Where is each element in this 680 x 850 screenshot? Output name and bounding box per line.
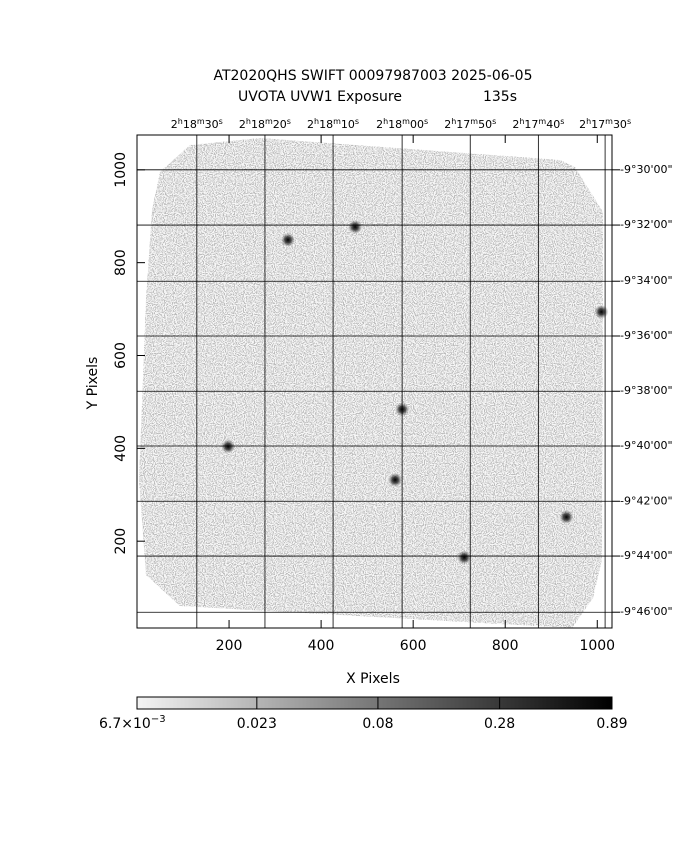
- y-axis-label: Y Pixels: [85, 357, 101, 411]
- ra-label-part: 18: [183, 118, 197, 131]
- dec-tick-label: -9°32'00": [620, 218, 673, 231]
- x-tick-label: 400: [308, 638, 335, 654]
- ra-label-part: s: [355, 117, 359, 126]
- ra-tick-label: 2h17m30s: [579, 117, 631, 132]
- ra-label-part: m: [402, 117, 410, 126]
- ra-label-part: s: [219, 117, 223, 126]
- ra-label-part: m: [470, 117, 478, 126]
- y-tick-label: 1000: [113, 152, 129, 188]
- ra-label-part: m: [333, 117, 341, 126]
- dec-tick-label: -9°30'00": [620, 163, 673, 176]
- ra-label-part: h: [178, 117, 183, 126]
- dec-tick-label: -9°38'00": [620, 384, 673, 397]
- ra-label-part: 2: [376, 118, 383, 131]
- ra-label-part: 30: [205, 118, 219, 131]
- ra-label-part: h: [451, 117, 456, 126]
- dec-tick-label: -9°44'00": [620, 549, 673, 562]
- x-axis-label: X Pixels: [346, 671, 400, 687]
- dec-tick-label: -9°34'00": [620, 274, 673, 287]
- chart-subtitle: UVOTA UVW1 Exposure: [238, 89, 402, 105]
- colorbar-tick-label: 0.89: [596, 716, 627, 732]
- ra-label-part: 2: [444, 118, 451, 131]
- ra-label-part: s: [287, 117, 291, 126]
- image-field: [139, 138, 603, 628]
- ra-label-part: m: [265, 117, 273, 126]
- ra-tick-label: 2h17m50s: [444, 117, 496, 132]
- source: [594, 304, 609, 319]
- ra-label-part: 17: [456, 118, 470, 131]
- field-noise: [139, 138, 603, 628]
- ra-label-part: s: [424, 117, 428, 126]
- y-tick-label: 400: [113, 435, 129, 462]
- ra-label-part: 50: [478, 118, 492, 131]
- ra-label-part: 18: [319, 118, 333, 131]
- ra-tick-label: 2h17m40s: [512, 117, 564, 132]
- ra-label-part: s: [492, 117, 496, 126]
- ra-label-part: h: [586, 117, 591, 126]
- colorbar-label-part: −3: [151, 714, 166, 725]
- ra-label-part: h: [314, 117, 319, 126]
- ra-label-part: h: [519, 117, 524, 126]
- ra-tick-label: 2h18m20s: [239, 117, 291, 132]
- ra-label-part: 30: [613, 118, 627, 131]
- x-tick-label: 800: [492, 638, 519, 654]
- source: [388, 472, 403, 487]
- colorbar-tick-label: 0.28: [484, 716, 515, 732]
- ra-tick-label: 2h18m10s: [307, 117, 359, 132]
- dec-tick-label: -9°36'00": [620, 329, 673, 342]
- ra-label-part: 18: [388, 118, 402, 131]
- colorbar: [136, 696, 613, 710]
- dec-tick-label: -9°46'00": [620, 605, 673, 618]
- dec-tick-label: -9°40'00": [620, 439, 673, 452]
- ra-label-part: h: [383, 117, 388, 126]
- source: [348, 219, 363, 234]
- ra-label-part: 2: [512, 118, 519, 131]
- ra-label-part: m: [197, 117, 205, 126]
- ra-label-part: 00: [410, 118, 424, 131]
- y-tick-label: 200: [113, 528, 129, 555]
- ra-label-part: 10: [341, 118, 355, 131]
- colorbar-tick-label: 6.7×10−3: [99, 714, 166, 732]
- ra-label-part: s: [560, 117, 564, 126]
- source: [280, 232, 295, 247]
- source: [457, 550, 472, 565]
- ra-label-part: s: [627, 117, 631, 126]
- ra-label-part: 20: [273, 118, 287, 131]
- colorbar-tick-label: 0.023: [237, 716, 277, 732]
- colorbar-tick-label: 0.08: [362, 716, 393, 732]
- ra-label-part: 2: [307, 118, 314, 131]
- dec-tick-label: -9°42'00": [620, 494, 673, 507]
- y-tick-label: 800: [113, 249, 129, 276]
- ra-label-part: 17: [524, 118, 538, 131]
- ra-tick-label: 2h18m00s: [376, 117, 428, 132]
- source: [221, 439, 236, 454]
- x-tick-label: 1000: [579, 638, 615, 654]
- ra-label-part: h: [246, 117, 251, 126]
- colorbar-label-part: 6.7×10: [99, 716, 151, 732]
- y-tick-label: 600: [113, 342, 129, 369]
- ra-label-part: 2: [579, 118, 586, 131]
- x-tick-label: 600: [400, 638, 427, 654]
- plot-frame: [136, 134, 613, 629]
- x-tick-label: 200: [216, 638, 243, 654]
- ra-tick-label: 2h18m30s: [171, 117, 223, 132]
- exposure: 135s: [483, 89, 517, 105]
- ra-label-part: 18: [251, 118, 265, 131]
- ra-label-part: 40: [546, 118, 560, 131]
- ra-label-part: 2: [171, 118, 178, 131]
- ra-label-part: 2: [239, 118, 246, 131]
- source: [559, 510, 574, 525]
- ra-label-part: 17: [591, 118, 605, 131]
- ra-label-part: m: [538, 117, 546, 126]
- ra-label-part: m: [605, 117, 613, 126]
- chart-title: AT2020QHS SWIFT 00097987003 2025-06-05: [213, 68, 532, 84]
